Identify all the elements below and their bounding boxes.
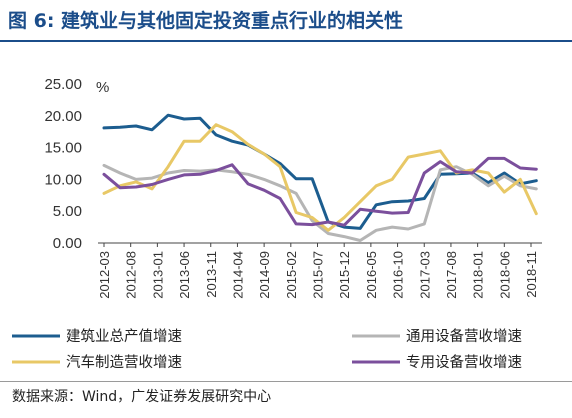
legend-label: 通用设备营收增速: [406, 328, 522, 345]
y-axis-unit-label: %: [96, 79, 109, 96]
x-tick-label: 2013-06: [177, 251, 192, 299]
series-lines: [102, 113, 538, 242]
x-tick-label: 2015-02: [284, 251, 299, 299]
title-divider: [0, 40, 572, 42]
legend-label: 建筑业总产值增速: [66, 328, 182, 345]
x-tick-label: 2014-04: [230, 251, 245, 299]
y-tick-label: 0.00: [53, 235, 82, 252]
x-tick-label: 2016-10: [391, 251, 406, 299]
y-tick-label: 5.00: [53, 203, 82, 220]
y-tick-labels: 0.00 5.00 10.00 15.00 20.00 25.00: [44, 76, 82, 252]
x-tick-label: 2013-11: [204, 251, 219, 298]
x-tick-label: 2014-09: [257, 251, 272, 299]
x-tick-label: 2017-08: [444, 251, 459, 299]
source-note: 数据来源：Wind，广发证券发展研究中心: [12, 389, 272, 405]
x-tick-label: 2018-01: [471, 251, 486, 299]
source-divider: [0, 381, 572, 382]
x-tick-label: 2015-07: [311, 251, 326, 299]
series-line-4: [102, 156, 538, 227]
x-tick-label: 2015-12: [337, 251, 352, 299]
x-tick-label: 2012-08: [124, 251, 139, 299]
x-tick-label: 2017-03: [417, 251, 432, 299]
series-line-3: [102, 123, 538, 232]
x-tick-label: 2018-06: [497, 251, 512, 299]
y-tick-label: 15.00: [44, 140, 82, 157]
y-tick-label: 25.00: [44, 76, 82, 93]
x-tick-label: 2016-05: [364, 251, 379, 299]
x-tick-label: 2018-11: [524, 251, 539, 298]
y-tick-label: 20.00: [44, 108, 82, 125]
legend-label: 汽车制造营收增速: [66, 354, 182, 371]
y-tick-label: 10.00: [44, 171, 82, 188]
figure-title: 图 6: 建筑业与其他固定投资重点行业的相关性: [8, 10, 404, 32]
x-tick-label: 2012-03: [97, 251, 112, 299]
legend-label: 专用设备营收增速: [406, 354, 522, 371]
x-tick-labels: 2012-03 2012-08 2013-01 2013-06 2013-11 2014-…: [97, 243, 539, 299]
x-tick-label: 2013-01: [150, 251, 165, 299]
